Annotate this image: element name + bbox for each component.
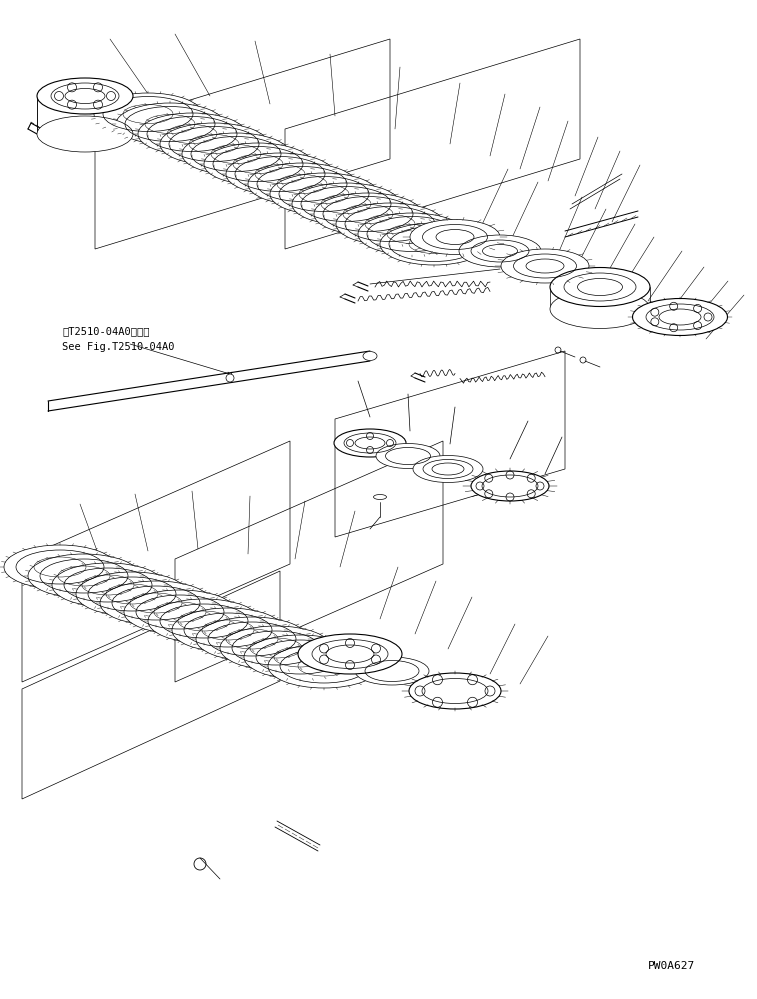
Ellipse shape — [471, 471, 549, 501]
Ellipse shape — [550, 290, 650, 329]
Ellipse shape — [116, 103, 224, 145]
Ellipse shape — [459, 235, 541, 267]
Ellipse shape — [172, 608, 284, 652]
Ellipse shape — [138, 113, 246, 155]
Ellipse shape — [501, 249, 589, 283]
Ellipse shape — [160, 123, 268, 165]
Ellipse shape — [94, 93, 202, 135]
Ellipse shape — [220, 626, 332, 670]
Ellipse shape — [100, 581, 212, 625]
Ellipse shape — [292, 183, 400, 225]
Ellipse shape — [380, 223, 488, 265]
Ellipse shape — [355, 657, 429, 685]
Ellipse shape — [314, 193, 422, 235]
Ellipse shape — [196, 617, 308, 661]
Text: See Fig.T2510-04A0: See Fig.T2510-04A0 — [62, 342, 175, 352]
Text: 第T2510-04A0図参照: 第T2510-04A0図参照 — [62, 326, 149, 336]
Ellipse shape — [37, 78, 133, 114]
Ellipse shape — [182, 133, 290, 175]
Ellipse shape — [124, 590, 236, 634]
Ellipse shape — [334, 429, 406, 457]
Ellipse shape — [204, 143, 312, 185]
Ellipse shape — [268, 644, 380, 688]
Ellipse shape — [409, 673, 501, 709]
Ellipse shape — [37, 116, 133, 152]
Ellipse shape — [244, 635, 356, 679]
Ellipse shape — [4, 545, 116, 589]
Ellipse shape — [336, 203, 444, 245]
Ellipse shape — [550, 268, 650, 307]
Circle shape — [226, 374, 234, 382]
Ellipse shape — [28, 554, 140, 598]
Ellipse shape — [363, 352, 377, 361]
Ellipse shape — [298, 634, 402, 674]
Ellipse shape — [76, 572, 188, 616]
Ellipse shape — [358, 213, 466, 255]
Ellipse shape — [410, 220, 500, 255]
Ellipse shape — [376, 444, 440, 469]
Text: PW0A627: PW0A627 — [648, 961, 695, 971]
Ellipse shape — [226, 153, 334, 195]
Ellipse shape — [633, 299, 727, 336]
Ellipse shape — [148, 599, 260, 643]
Ellipse shape — [52, 563, 164, 607]
Ellipse shape — [248, 163, 356, 205]
Ellipse shape — [270, 173, 378, 215]
Ellipse shape — [413, 456, 483, 483]
